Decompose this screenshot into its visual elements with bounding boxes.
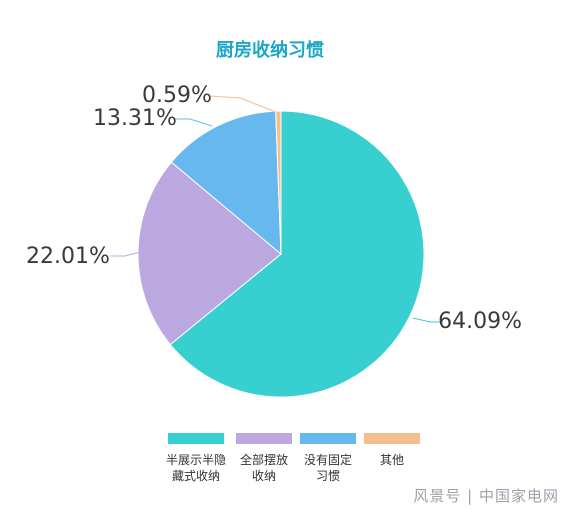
pie-slices <box>137 110 425 398</box>
legend-swatch <box>236 433 292 444</box>
legend-swatch <box>168 433 224 444</box>
legend-label: 没有固定习惯 <box>304 452 352 483</box>
data-label: 22.01% <box>26 244 110 269</box>
legend-swatch <box>300 433 356 444</box>
watermark: 风景号 | 中国家电网 <box>413 487 559 505</box>
data-labels: 64.09% 22.01% 13.31%0.59% <box>26 83 522 334</box>
pie-slice <box>275 110 282 255</box>
legend-label: 全部摆放收纳 <box>240 452 288 483</box>
leader-line <box>412 317 440 323</box>
leader-lines <box>110 95 440 323</box>
pie-slice <box>170 110 282 256</box>
leader-line <box>209 95 277 113</box>
pie-slice <box>169 110 425 398</box>
legend-label: 半展示半隐藏式收纳 <box>166 453 226 483</box>
leader-line <box>110 251 142 257</box>
chart-title: 厨房收纳习惯 <box>216 39 324 61</box>
legend-label: 其他 <box>380 453 404 467</box>
data-label: 13.31% <box>93 106 177 131</box>
legend-swatch <box>364 433 420 444</box>
data-label: 0.59% <box>142 83 212 108</box>
leader-line <box>173 118 213 127</box>
data-label: 64.09% <box>438 309 522 334</box>
